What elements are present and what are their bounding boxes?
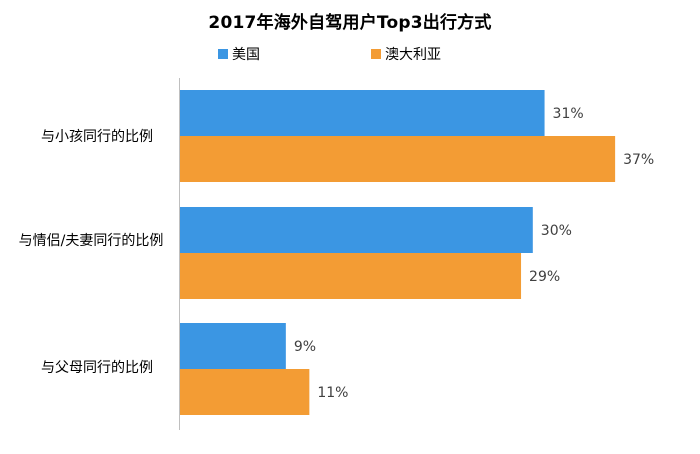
data-label-usa-children: 31% [553, 106, 584, 122]
legend-label-australia: 澳大利亚 [385, 47, 441, 63]
data-label-australia-parents: 11% [317, 385, 348, 401]
category-label-parents: 与父母同行的比例 [41, 360, 153, 376]
bar-usa-children [180, 90, 545, 136]
category-label-couples: 与情侣/夫妻同行的比例 [18, 233, 164, 249]
bar-australia-children [180, 136, 616, 182]
data-label-australia-children: 37% [623, 152, 654, 168]
legend-item-australia: 澳大利亚 [371, 44, 441, 64]
category-label-children: 与小孩同行的比例 [41, 129, 153, 145]
bar-australia-parents [180, 369, 310, 415]
bar-usa-couples [180, 207, 533, 253]
data-label-australia-couples: 29% [529, 269, 560, 285]
legend-swatch-australia [371, 49, 381, 59]
legend-swatch-usa [218, 49, 228, 59]
chart-title: 2017年海外自驾用户Top3出行方式 [208, 13, 492, 33]
data-label-usa-couples: 30% [541, 223, 572, 239]
legend-item-usa: 美国 [218, 44, 260, 64]
bar-usa-parents [180, 323, 286, 369]
data-label-usa-parents: 9% [294, 339, 316, 355]
legend-label-usa: 美国 [232, 47, 260, 63]
bar-australia-couples [180, 253, 522, 299]
